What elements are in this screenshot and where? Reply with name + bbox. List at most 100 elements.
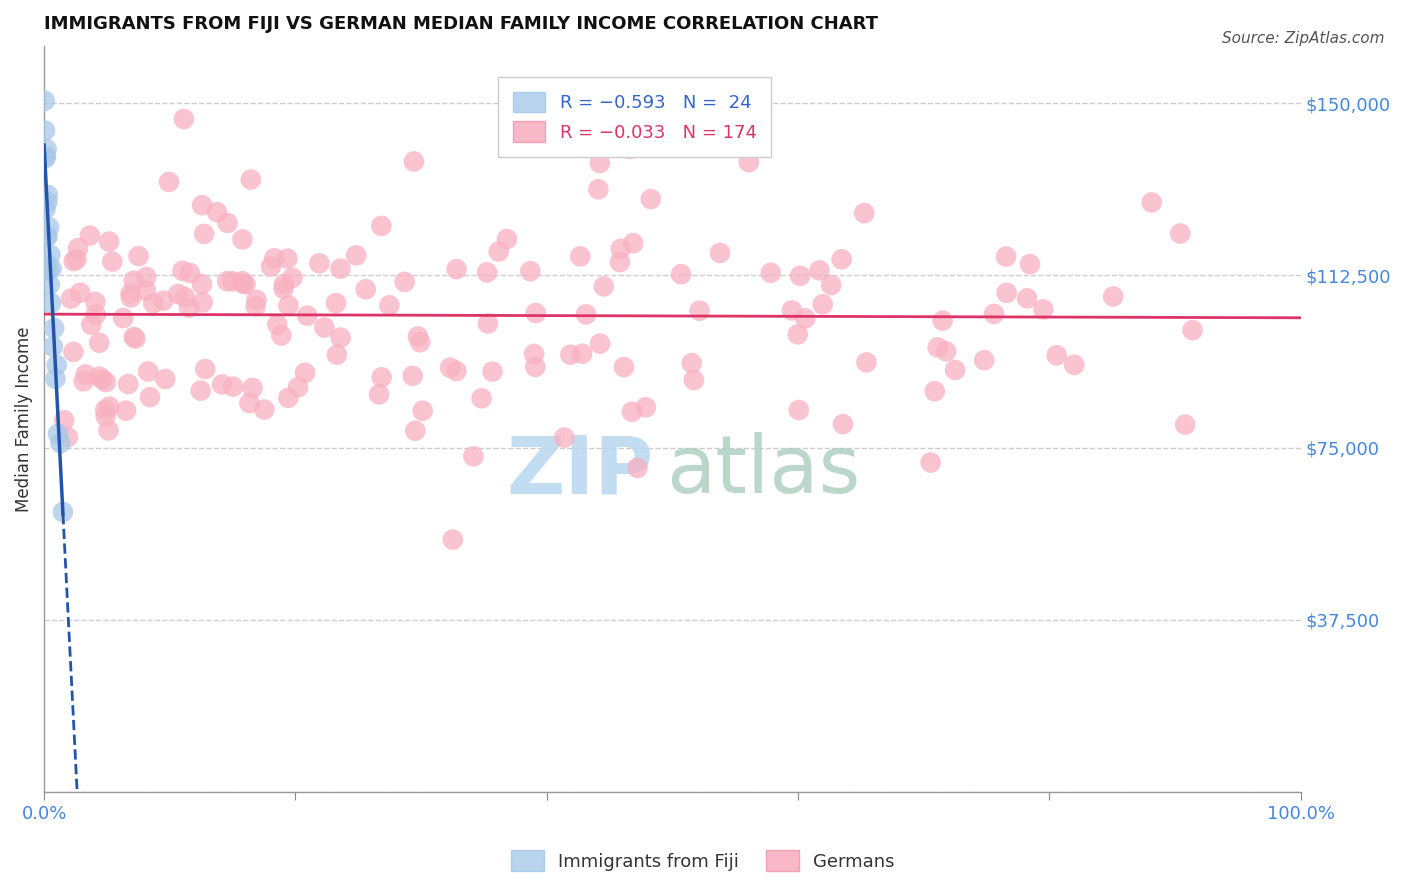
Point [681,356,703,370]
Point [211,377,233,392]
Point [173,112,195,126]
Point [155,372,177,386]
Point [89,335,111,350]
Point [669,267,692,281]
Point [370,219,392,233]
Point [35,257,58,271]
Point [75,368,97,382]
Point [787,403,810,417]
Point [1046,348,1069,362]
Point [983,307,1005,321]
Point [689,303,711,318]
Text: Source: ZipAtlas.com: Source: ZipAtlas.com [1222,31,1385,46]
Point [314,320,336,334]
Point [613,360,636,375]
Point [589,336,612,351]
Point [84,308,107,322]
Point [101,254,124,268]
Point [326,348,349,362]
Point [927,340,949,354]
Point [174,290,197,304]
Point [266,318,288,332]
Point [683,373,706,387]
Point [855,355,877,369]
Point [38,277,60,292]
Point [34,151,56,165]
Point [1102,289,1125,303]
Point [621,236,644,251]
Point [297,309,319,323]
Text: ZIP: ZIP [506,433,654,510]
Point [270,328,292,343]
Point [231,232,253,246]
Point [412,404,434,418]
Point [190,384,212,398]
Point [329,330,352,344]
Point [446,364,468,378]
Point [34,94,56,108]
Point [179,301,201,315]
Point [709,246,731,260]
Point [354,282,377,296]
Point [49,436,72,450]
Point [34,123,56,137]
Point [523,347,546,361]
Point [222,379,245,393]
Point [277,391,299,405]
Point [56,430,79,444]
Point [786,327,808,342]
Point [406,329,429,343]
Point [759,266,782,280]
Point [439,360,461,375]
Point [35,229,58,244]
Point [329,261,352,276]
Point [91,372,114,386]
Point [38,264,60,278]
Point [273,277,295,292]
Point [524,359,547,374]
Point [920,456,942,470]
Point [276,252,298,266]
Point [477,317,499,331]
Point [142,296,165,310]
Point [94,409,117,423]
Point [136,365,159,379]
Point [89,369,111,384]
Point [37,229,59,244]
Point [277,298,299,312]
Point [475,265,498,279]
Point [37,188,59,202]
Point [402,154,425,169]
Point [42,340,65,354]
Point [117,377,139,392]
Point [115,403,138,417]
Y-axis label: Median Family Income: Median Family Income [15,326,32,512]
Point [39,296,62,310]
Point [238,396,260,410]
Point [973,353,995,368]
Point [239,172,262,186]
Point [496,232,519,246]
Point [122,274,145,288]
Point [53,413,76,427]
Point [172,264,194,278]
Point [45,358,67,372]
Point [575,307,598,321]
Point [401,368,423,383]
Point [98,400,121,414]
Point [59,292,82,306]
Point [98,235,121,249]
Point [84,295,107,310]
Point [38,220,60,235]
Point [34,202,56,216]
Point [832,417,855,432]
Point [232,277,254,291]
Point [245,299,267,313]
Point [924,384,946,399]
Point [1017,292,1039,306]
Point [589,156,612,170]
Point [217,216,239,230]
Text: IMMIGRANTS FROM FIJI VS GERMAN MEDIAN FAMILY INCOME CORRELATION CHART: IMMIGRANTS FROM FIJI VS GERMAN MEDIAN FA… [44,15,879,33]
Point [44,372,66,386]
Point [242,381,264,395]
